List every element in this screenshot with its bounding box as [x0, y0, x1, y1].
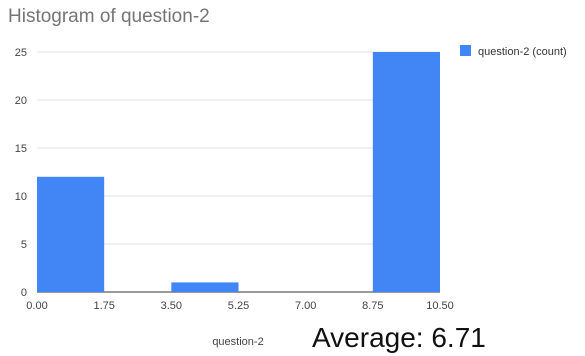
x-tick-label: 3.50 [161, 300, 182, 312]
y-tick-label: 20 [15, 95, 27, 107]
histogram-bar [372, 52, 440, 292]
y-axis-ticks: 0 5 10 15 20 25 [15, 47, 27, 299]
y-tick-label: 0 [21, 287, 27, 299]
x-axis-label: question-2 [212, 336, 263, 348]
chart-title: Histogram of question-2 [8, 6, 210, 27]
x-tick-label: 7.00 [295, 300, 316, 312]
histogram-bar [37, 176, 105, 292]
x-tick-label: 5.25 [228, 300, 249, 312]
x-tick-label: 8.75 [362, 300, 383, 312]
legend-swatch [460, 45, 471, 56]
x-tick-label: 1.75 [93, 300, 114, 312]
x-tick-label: 10.50 [426, 300, 454, 312]
bars [37, 52, 440, 292]
histogram-bar [171, 282, 239, 292]
legend: question-2 (count) [460, 45, 567, 58]
average-value: Average: 6.71 [312, 322, 486, 353]
y-tick-label: 5 [21, 239, 27, 251]
legend-label: question-2 (count) [478, 46, 567, 58]
x-axis-ticks: 0.00 1.75 3.50 5.25 7.00 8.75 10.50 [26, 300, 453, 312]
y-tick-label: 10 [15, 191, 27, 203]
y-tick-label: 15 [15, 143, 27, 155]
x-tick-label: 0.00 [26, 300, 47, 312]
y-tick-label: 25 [15, 47, 27, 59]
